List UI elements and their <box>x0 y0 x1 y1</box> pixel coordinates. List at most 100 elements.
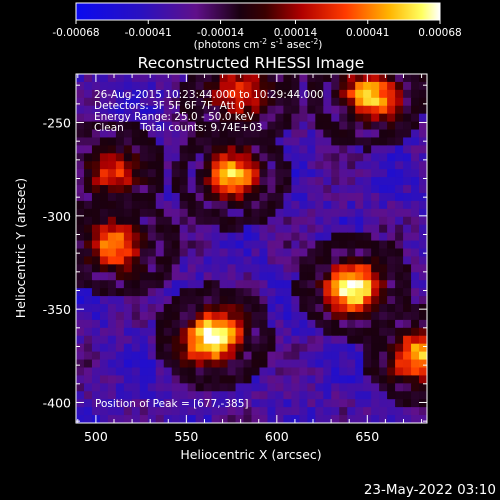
heatmap-cell <box>219 224 229 234</box>
heatmap-cell <box>131 185 141 194</box>
heatmap-cell <box>131 89 141 99</box>
heatmap-cell <box>171 105 181 115</box>
heatmap-cell <box>123 129 133 139</box>
heatmap-cell <box>227 97 237 107</box>
heatmap-cell <box>379 311 388 321</box>
heatmap-cell <box>395 192 404 202</box>
heatmap-cell <box>203 311 213 321</box>
heatmap-cell <box>76 391 85 400</box>
heatmap-cell <box>147 74 157 83</box>
heatmap-cell <box>115 407 125 416</box>
heatmap-cell <box>339 121 348 131</box>
heatmap-cell <box>139 200 149 210</box>
heatmap-cell <box>91 169 101 178</box>
heatmap-cell <box>163 335 173 345</box>
heatmap-cell <box>315 264 324 273</box>
heatmap-cell <box>107 327 117 337</box>
heatmap-cell <box>275 319 285 329</box>
heatmap-cell <box>91 81 101 91</box>
heatmap-cell <box>83 335 93 345</box>
heatmap-cell <box>243 208 253 218</box>
heatmap-cell <box>403 232 412 242</box>
heatmap-cell <box>315 399 324 408</box>
heatmap-cell <box>355 256 364 265</box>
heatmap-cell <box>299 169 308 178</box>
heatmap-cell <box>171 280 181 289</box>
heatmap-cell <box>259 192 269 202</box>
heatmap-cell <box>395 343 404 353</box>
heatmap-cell <box>331 121 340 131</box>
heatmap-cell <box>299 216 308 226</box>
heatmap-cell <box>419 407 427 416</box>
heatmap-cell <box>179 351 189 361</box>
heatmap-cell <box>131 153 141 162</box>
annotation-time: 26-Aug-2015 10:23:44.000 to 10:29:44.000 <box>94 89 324 101</box>
heatmap-cell <box>371 240 380 250</box>
heatmap-cell <box>123 192 133 202</box>
heatmap-cell <box>139 256 149 265</box>
heatmap-cell <box>355 415 364 423</box>
heatmap-cell <box>83 399 93 408</box>
heatmap-cell <box>227 224 237 234</box>
heatmap-cell <box>203 145 213 154</box>
heatmap-cell <box>355 383 364 392</box>
heatmap-cell <box>155 415 165 423</box>
heatmap-cell <box>227 240 237 250</box>
heatmap-cell <box>347 407 356 416</box>
heatmap-cell <box>155 375 165 384</box>
heatmap-cell <box>235 161 245 170</box>
heatmap-cell <box>115 145 125 154</box>
heatmap-cell <box>83 161 93 170</box>
heatmap-cell <box>99 311 109 321</box>
heatmap-cell <box>99 185 109 194</box>
heatmap-cell <box>123 177 133 186</box>
heatmap-cell <box>131 399 141 408</box>
heatmap-cell <box>371 351 380 361</box>
heatmap-cell <box>267 311 277 321</box>
heatmap-cell <box>363 319 372 329</box>
heatmap-cell <box>411 391 420 400</box>
heatmap-cell <box>347 192 356 202</box>
heatmap-cell <box>155 192 165 202</box>
heatmap-cell <box>139 240 149 250</box>
heatmap-cell <box>179 121 189 131</box>
heatmap-cell <box>235 192 245 202</box>
heatmap-cell <box>411 327 420 337</box>
heatmap-cell <box>283 113 292 123</box>
heatmap-cell <box>315 383 324 392</box>
heatmap-cell <box>76 74 85 83</box>
heatmap-cell <box>283 169 292 178</box>
heatmap-cell <box>355 185 364 194</box>
heatmap-cell <box>171 399 181 408</box>
heatmap-cell <box>355 97 364 107</box>
heatmap-cell <box>267 177 277 186</box>
heatmap-cell <box>347 391 356 400</box>
heatmap-cell <box>267 280 277 289</box>
heatmap-cell <box>155 407 165 416</box>
heatmap-cell <box>219 145 229 154</box>
heatmap-cell <box>275 192 285 202</box>
heatmap-cell <box>115 169 125 178</box>
heatmap-cell <box>83 415 93 423</box>
heatmap-cell <box>179 224 189 234</box>
heatmap-cell <box>115 288 125 297</box>
heatmap-cell <box>195 129 205 139</box>
heatmap-cell <box>347 169 356 178</box>
heatmap-cell <box>115 272 125 281</box>
heatmap-cell <box>259 161 269 170</box>
heatmap-cell <box>219 81 229 91</box>
heatmap-cell <box>315 121 324 131</box>
heatmap-cell <box>283 304 292 313</box>
heatmap-cell <box>363 192 372 202</box>
heatmap-cell <box>339 74 348 83</box>
heatmap-cell <box>251 311 261 321</box>
heatmap-cell <box>395 280 404 289</box>
heatmap-cell <box>379 89 388 99</box>
heatmap-cell <box>187 415 197 423</box>
annotation-clean: Clean Total counts: 9.74E+03 <box>94 122 263 134</box>
heatmap-cell <box>267 359 277 369</box>
heatmap-cell <box>275 272 285 281</box>
heatmap-cell <box>275 161 285 170</box>
heatmap-cell <box>307 161 316 170</box>
heatmap-cell <box>371 145 380 154</box>
